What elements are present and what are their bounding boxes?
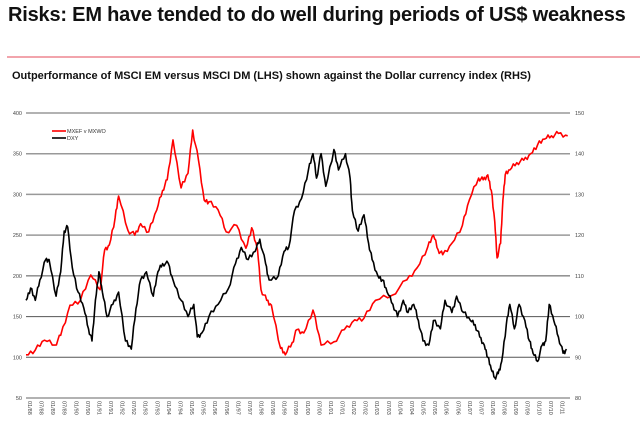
- x-tick-label: 07/96: [223, 401, 229, 415]
- x-tick-label: 07/95: [200, 401, 206, 415]
- x-tick-label: 01/02: [350, 401, 356, 415]
- left-tick-label: 200: [13, 274, 22, 280]
- right-tick-label: 150: [575, 111, 584, 117]
- mxef-v-mxwo-line: [26, 129, 568, 356]
- x-tick-label: 01/94: [165, 401, 171, 415]
- x-tick-label: 07/04: [408, 401, 414, 415]
- x-axis-ticks: 01/88 07/88 01/89 07/89 01/90 07/90 01/91 07/91…: [26, 401, 564, 415]
- page-title: Risks: EM have tended to do well during …: [8, 4, 626, 26]
- x-tick-label: 07/07: [477, 401, 483, 415]
- x-tick-label: 01/89: [49, 401, 55, 415]
- x-tick-label: 07/88: [38, 401, 44, 415]
- x-tick-label: 07/02: [362, 401, 368, 415]
- legend-label: DXY: [67, 136, 79, 142]
- left-tick-label: 250: [13, 233, 22, 239]
- x-tick-label: 07/09: [524, 401, 530, 415]
- x-tick-label: 01/10: [535, 401, 541, 415]
- x-tick-label: 01/07: [466, 401, 472, 415]
- x-tick-label: 01/98: [257, 401, 263, 415]
- x-tick-label: 01/08: [489, 401, 495, 415]
- x-tick-label: 01/05: [420, 401, 426, 415]
- right-tick-label: 110: [575, 274, 584, 280]
- left-axis-ticks: 400 350 300 250 200 150 100 50: [13, 111, 22, 402]
- x-tick-label: 01/88: [26, 401, 32, 415]
- left-tick-label: 50: [16, 396, 22, 402]
- x-tick-label: 01/93: [142, 401, 148, 415]
- x-tick-label: 07/93: [153, 401, 159, 415]
- left-tick-label: 400: [13, 111, 22, 117]
- right-tick-label: 130: [575, 192, 584, 198]
- x-tick-label: 07/10: [547, 401, 553, 415]
- left-tick-label: 300: [13, 192, 22, 198]
- x-tick-label: 01/90: [72, 401, 78, 415]
- gridlines: [26, 112, 570, 399]
- title-divider: [7, 56, 640, 58]
- x-tick-label: 01/03: [373, 401, 379, 415]
- right-axis-ticks: 150 140 130 120 110 100 90 80: [575, 111, 584, 402]
- right-tick-label: 140: [575, 152, 584, 158]
- x-tick-label: 07/99: [292, 401, 298, 415]
- x-tick-label: 07/08: [501, 401, 507, 415]
- x-tick-label: 01/95: [188, 401, 194, 415]
- x-tick-label: 01/00: [304, 401, 310, 415]
- x-tick-label: 01/06: [443, 401, 449, 415]
- x-tick-label: 07/92: [130, 401, 136, 415]
- x-tick-label: 07/90: [84, 401, 90, 415]
- right-tick-label: 80: [575, 396, 581, 402]
- right-tick-label: 120: [575, 233, 584, 239]
- x-tick-label: 01/99: [281, 401, 287, 415]
- x-tick-label: 01/09: [512, 401, 518, 415]
- x-tick-label: 01/97: [234, 401, 240, 415]
- x-tick-label: 07/94: [176, 401, 182, 415]
- x-tick-label: 01/01: [327, 401, 333, 415]
- x-tick-label: 07/97: [246, 401, 252, 415]
- x-tick-label: 07/03: [385, 401, 391, 415]
- dxy-line: [25, 148, 568, 380]
- left-tick-label: 100: [13, 355, 22, 361]
- left-tick-label: 350: [13, 152, 22, 158]
- x-tick-label: 01/91: [95, 401, 101, 415]
- x-tick-label: 07/05: [431, 401, 437, 415]
- chart-subtitle: Outperformance of MSCI EM versus MSCI DM…: [12, 70, 531, 82]
- x-tick-label: 01/92: [119, 401, 125, 415]
- x-tick-label: 07/89: [61, 401, 67, 415]
- x-tick-label: 01/96: [211, 401, 217, 415]
- legend-label: MXEF v MXWO: [67, 129, 107, 135]
- x-tick-label: 07/91: [107, 401, 113, 415]
- x-tick-label: 07/98: [269, 401, 275, 415]
- x-tick-label: 01/04: [396, 401, 402, 415]
- right-tick-label: 100: [575, 315, 584, 321]
- x-tick-label: 07/01: [339, 401, 345, 415]
- x-tick-label: 01/11: [558, 401, 564, 414]
- x-tick-label: 07/00: [315, 401, 321, 415]
- right-tick-label: 90: [575, 355, 581, 361]
- left-tick-label: 150: [13, 315, 22, 321]
- x-tick-label: 07/06: [454, 401, 460, 415]
- series-lines: [25, 129, 568, 380]
